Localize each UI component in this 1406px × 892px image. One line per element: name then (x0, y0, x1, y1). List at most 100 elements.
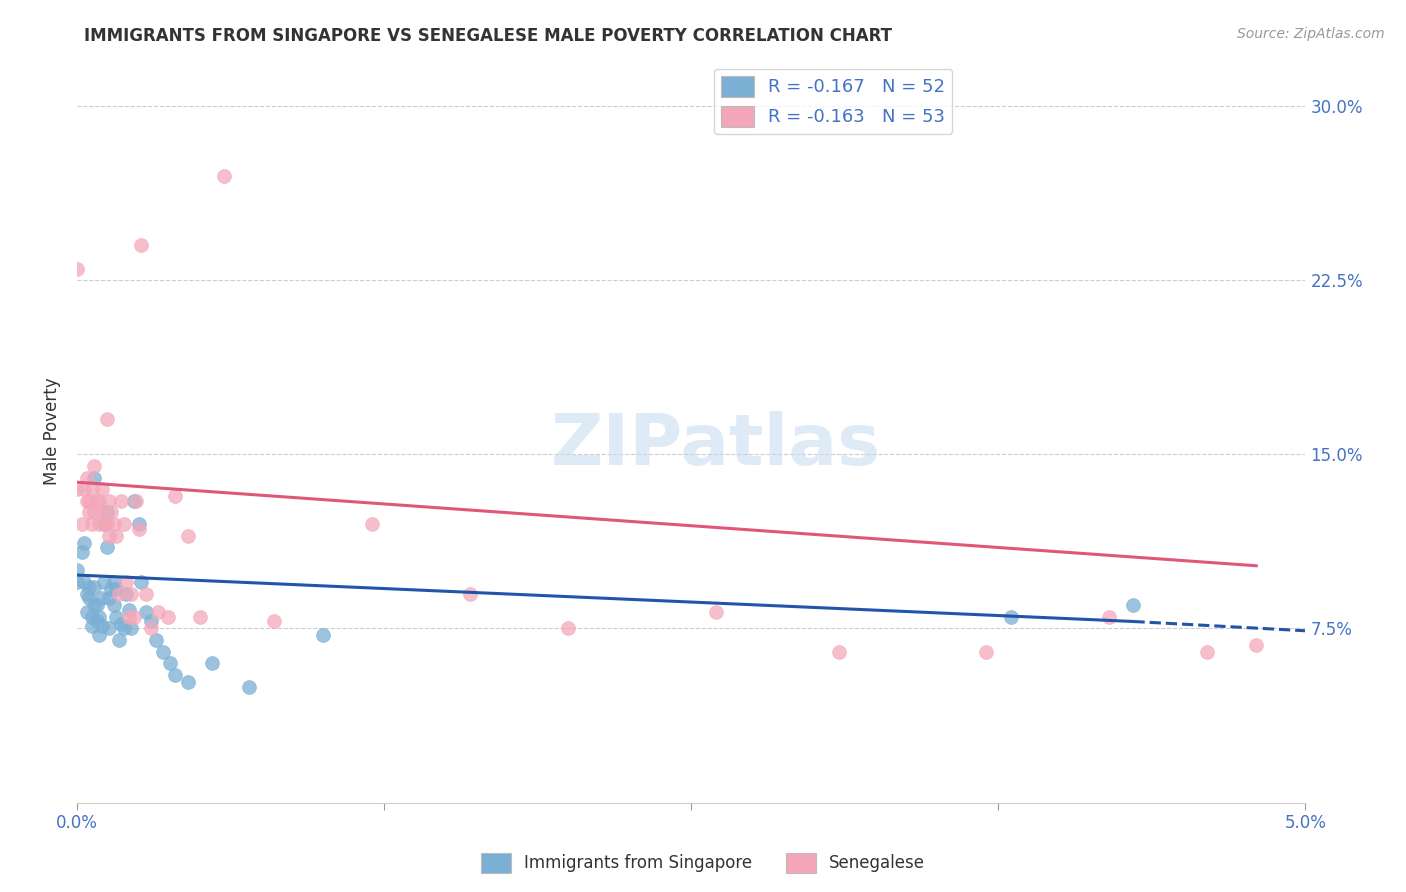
Point (70, 545, 93, 559)
Point (83, 580, 105, 594)
Point (79, 591, 101, 606)
Point (125, 493, 148, 508)
Point (974, 645, 997, 659)
Point (86, 615, 108, 629)
Legend: Immigrants from Singapore, Senegalese: Immigrants from Singapore, Senegalese (474, 847, 932, 880)
Point (156, 610, 179, 624)
Point (1122, 599, 1144, 613)
Point (201, 657, 224, 671)
Point (108, 587, 131, 601)
Point (165, 668, 187, 682)
Point (96, 412, 118, 426)
Point (86, 493, 108, 508)
Point (105, 582, 128, 596)
Point (96, 540, 118, 554)
Point (115, 587, 138, 601)
Point (129, 574, 152, 589)
Point (704, 605, 727, 619)
Point (76, 587, 98, 601)
Text: IMMIGRANTS FROM SINGAPORE VS SENEGALESE MALE POVERTY CORRELATION CHART: IMMIGRANTS FROM SINGAPORE VS SENEGALESE … (84, 27, 893, 45)
Point (80, 619, 103, 633)
Point (1197, 645, 1219, 659)
Point (76, 605, 98, 619)
Point (76, 470, 98, 484)
Point (360, 516, 382, 531)
Point (89, 610, 111, 624)
Point (152, 645, 174, 659)
Point (105, 610, 128, 624)
Point (103, 516, 125, 531)
Point (122, 610, 145, 624)
Point (98, 493, 121, 508)
Text: Source: ZipAtlas.com: Source: ZipAtlas.com (1237, 27, 1385, 41)
Point (115, 574, 138, 589)
Point (1000, 610, 1022, 624)
Point (159, 657, 181, 671)
Point (79, 505, 101, 519)
Point (128, 516, 150, 531)
Point (135, 587, 157, 601)
Point (89, 516, 111, 531)
Point (100, 505, 122, 519)
Point (83, 470, 105, 484)
Point (827, 645, 849, 659)
Point (98, 591, 121, 606)
Legend: R = -0.167   N = 52, R = -0.163   N = 53: R = -0.167 N = 52, R = -0.163 N = 53 (714, 69, 952, 134)
Point (165, 489, 187, 503)
Point (128, 522, 150, 536)
Point (188, 610, 211, 624)
Point (89, 493, 111, 508)
Point (90, 619, 112, 633)
Point (263, 615, 285, 629)
Point (89, 628, 111, 642)
Point (93, 516, 115, 531)
Point (66, 261, 89, 276)
Point (129, 238, 152, 252)
Point (83, 599, 105, 613)
Point (98, 528, 121, 542)
Point (312, 628, 335, 642)
Point (139, 615, 162, 629)
Point (66, 574, 89, 589)
Point (112, 622, 135, 636)
Point (458, 587, 481, 601)
Point (118, 603, 141, 617)
Point (98, 622, 121, 636)
Point (1098, 610, 1121, 624)
Point (90, 482, 112, 496)
Point (76, 493, 98, 508)
Point (86, 599, 108, 613)
Point (90, 505, 112, 519)
Point (83, 458, 105, 473)
Point (73, 574, 96, 589)
Point (100, 582, 122, 596)
Point (73, 482, 96, 496)
Point (557, 622, 579, 636)
Point (238, 680, 260, 694)
Point (66, 482, 89, 496)
Point (122, 493, 145, 508)
Point (176, 674, 198, 689)
Point (80, 610, 103, 624)
Point (112, 516, 135, 531)
Point (214, 169, 236, 183)
Point (145, 633, 167, 648)
Text: ZIPatlas: ZIPatlas (551, 411, 882, 481)
Point (118, 610, 141, 624)
Point (1246, 638, 1268, 652)
Point (96, 516, 118, 531)
Point (93, 574, 115, 589)
Point (83, 505, 105, 519)
Point (135, 605, 157, 619)
Point (176, 528, 198, 542)
Point (79, 580, 101, 594)
Point (146, 605, 169, 619)
Point (139, 622, 162, 636)
Point (96, 505, 118, 519)
Point (110, 493, 132, 508)
Y-axis label: Male Poverty: Male Poverty (44, 377, 60, 485)
Point (79, 493, 101, 508)
Point (93, 516, 115, 531)
Point (66, 563, 89, 577)
Point (80, 482, 103, 496)
